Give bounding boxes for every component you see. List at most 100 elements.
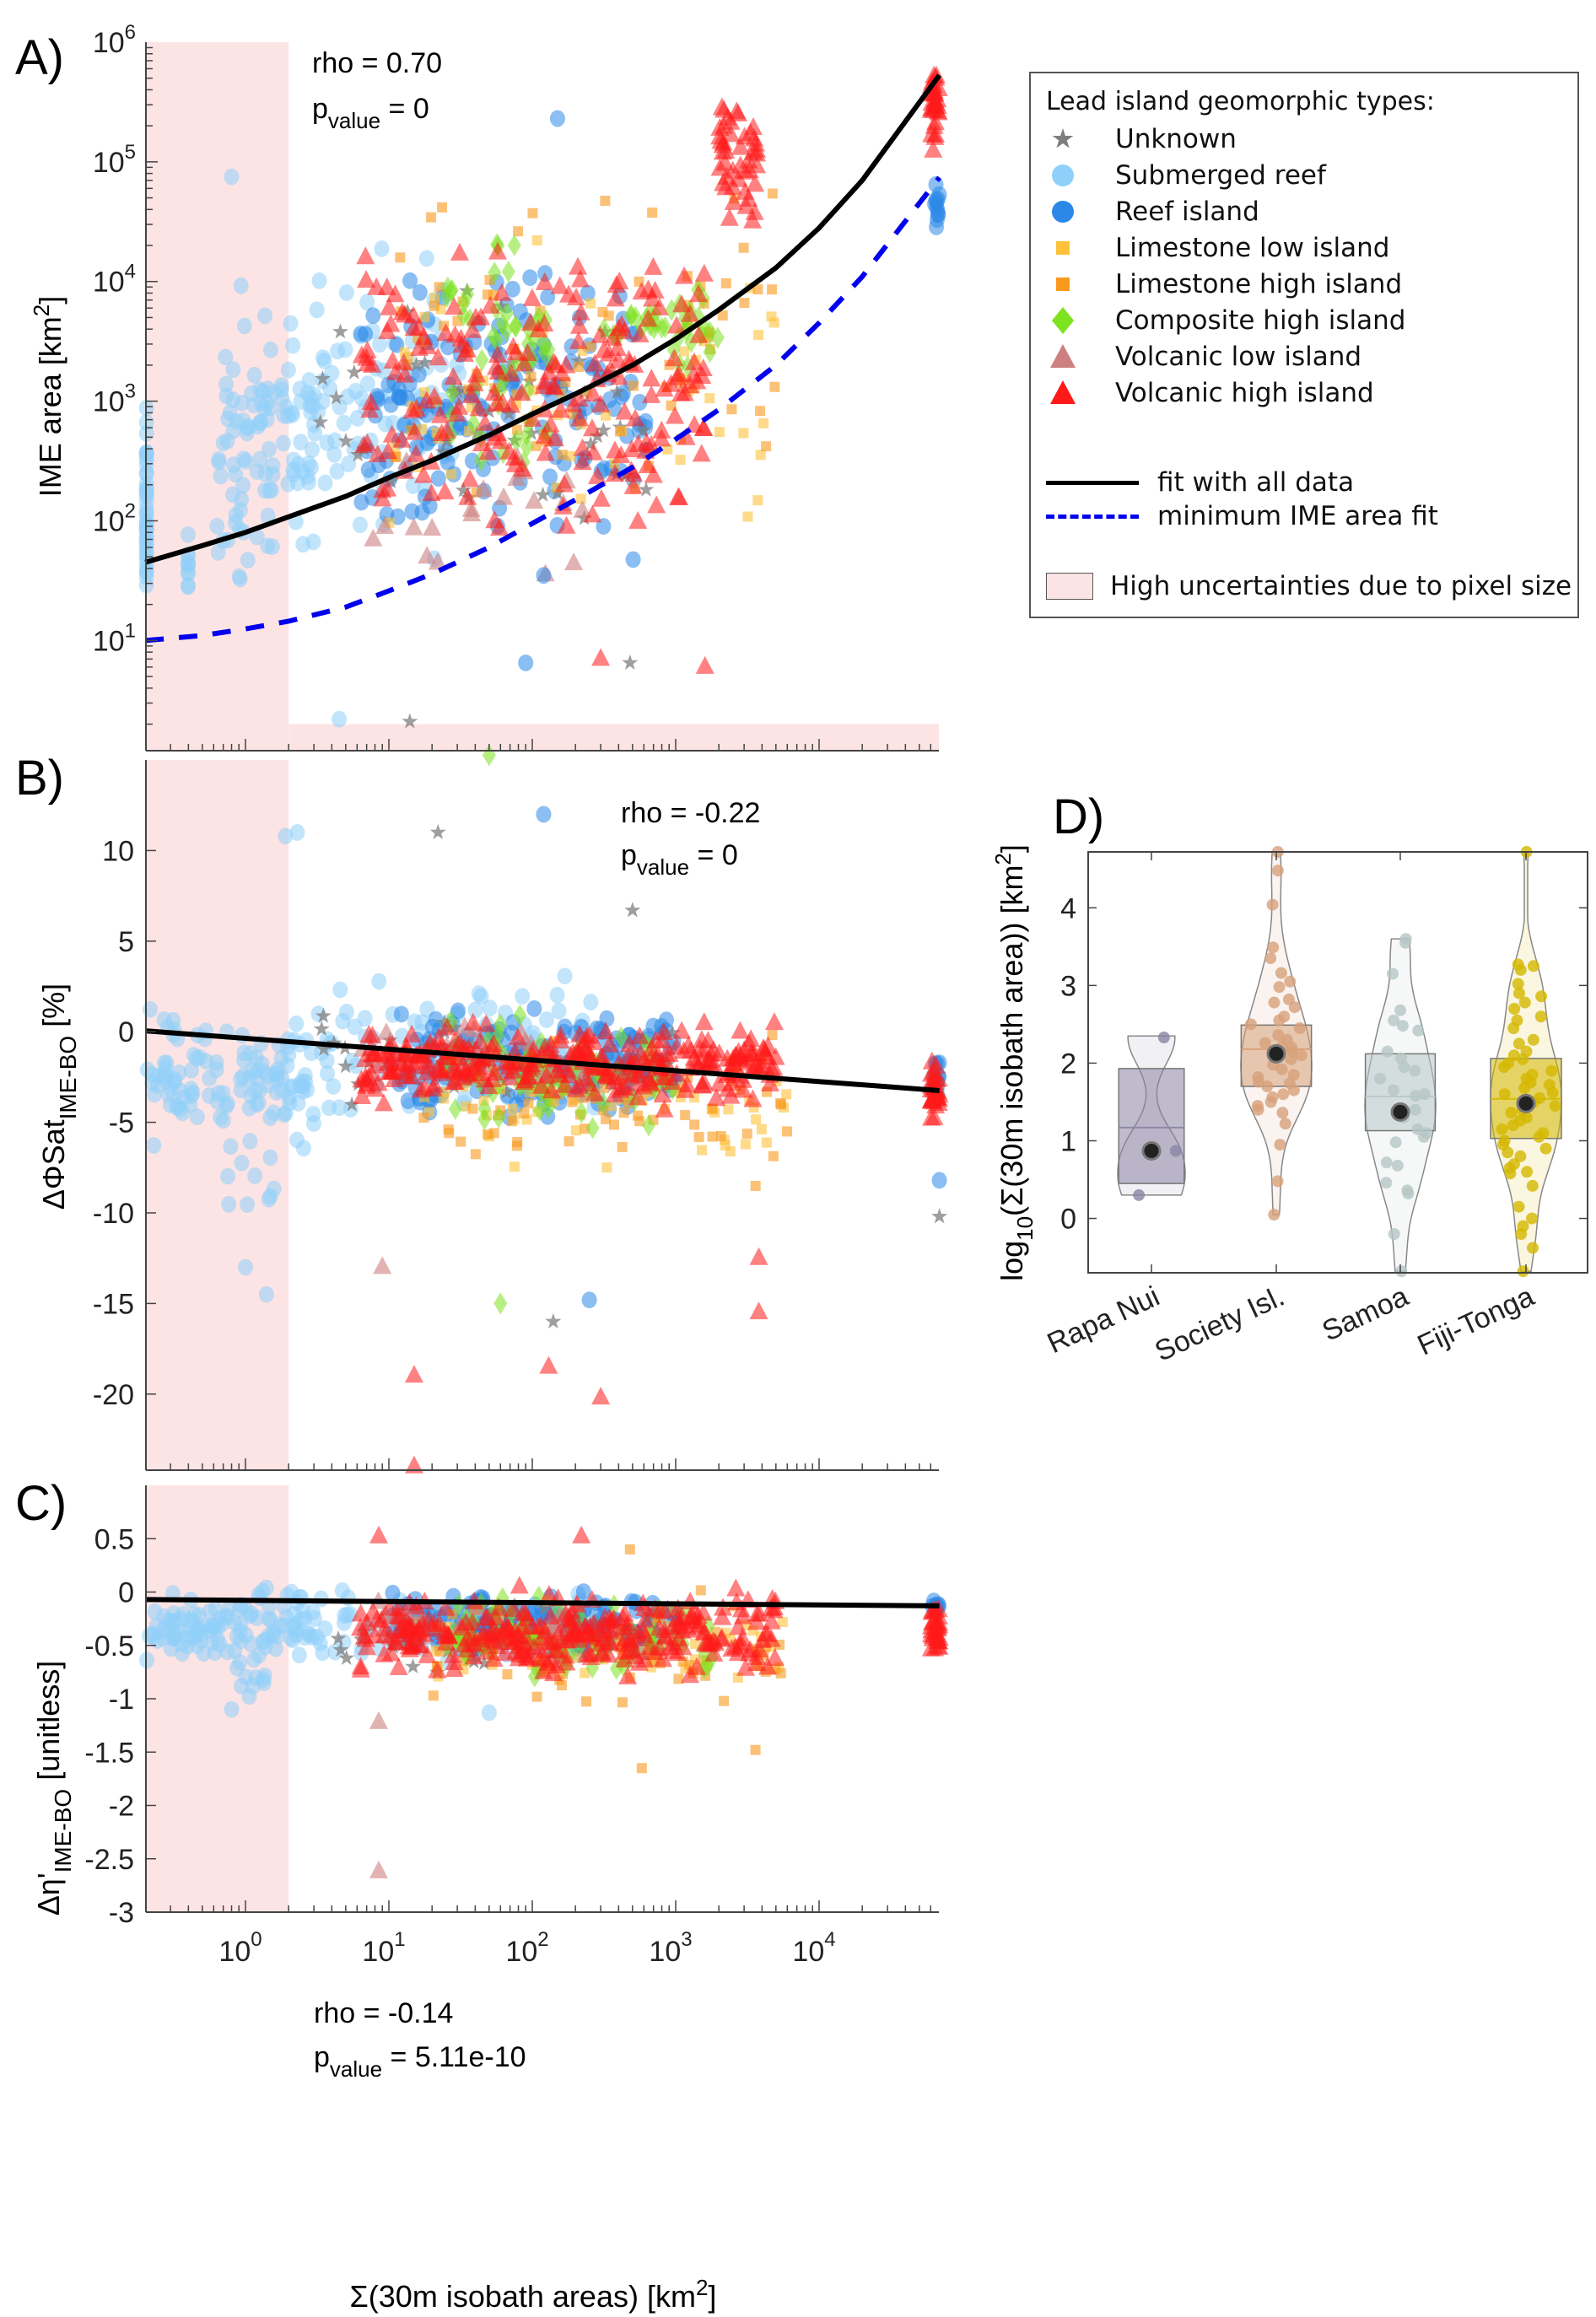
data-point <box>435 482 455 500</box>
data-point <box>399 1615 418 1634</box>
data-point <box>726 404 737 415</box>
data-point <box>1518 996 1531 1009</box>
data-point <box>429 1614 449 1633</box>
data-point <box>464 1635 483 1653</box>
data-point <box>242 1133 258 1150</box>
tick-base: 10 <box>649 1936 681 1968</box>
data-point <box>502 395 521 413</box>
data-point <box>698 1031 718 1049</box>
data-point <box>196 1645 212 1662</box>
data-point <box>446 1019 463 1035</box>
tick-exponent: 4 <box>125 261 136 283</box>
data-point <box>484 382 504 401</box>
data-point <box>1295 1049 1308 1062</box>
tick-exponent: 0 <box>251 1928 262 1951</box>
data-point <box>1267 941 1280 954</box>
data-point <box>1502 1146 1514 1159</box>
data-point <box>551 1026 570 1044</box>
data-point <box>738 242 749 253</box>
tick-base: 10 <box>93 625 125 657</box>
tick-base: 10 <box>93 386 125 418</box>
data-point <box>666 406 685 424</box>
data-point <box>295 536 311 553</box>
data-point <box>235 450 251 468</box>
data-point <box>717 310 728 321</box>
triangle-marker <box>1050 344 1076 368</box>
data-point <box>741 1043 760 1062</box>
data-point <box>488 261 502 284</box>
data-point <box>482 1000 498 1016</box>
data-point <box>232 501 248 519</box>
data-point <box>395 252 406 263</box>
data-point <box>404 318 423 337</box>
legend-label: High uncertainties due to pixel size <box>1110 571 1572 601</box>
legend-label: Reef island <box>1115 197 1259 227</box>
data-point <box>753 1630 773 1648</box>
outlier-point <box>931 1208 948 1224</box>
data-point <box>926 1055 946 1074</box>
data-point <box>283 1630 299 1646</box>
min-fit-line <box>144 175 941 644</box>
data-point <box>1272 1029 1285 1042</box>
data-point <box>684 1048 704 1066</box>
data-point <box>1512 1200 1525 1213</box>
data-point <box>738 428 749 439</box>
data-point <box>574 1102 589 1124</box>
data-point <box>581 1696 592 1707</box>
data-point <box>750 1181 761 1192</box>
data-point <box>767 188 778 199</box>
data-point <box>332 1641 349 1657</box>
marker <box>1052 307 1074 334</box>
data-point <box>316 353 332 369</box>
data-point <box>606 440 625 459</box>
panel-label-a: A) <box>15 30 64 85</box>
data-point <box>461 385 481 403</box>
data-point <box>205 1618 221 1635</box>
y-tick-label: 0 <box>118 1016 134 1048</box>
legend-label: Composite high island <box>1115 305 1406 336</box>
data-point <box>329 462 345 480</box>
data-point <box>921 100 941 118</box>
data-point <box>327 432 343 450</box>
data-point <box>731 1021 750 1039</box>
data-point <box>207 1644 223 1662</box>
dashed-line-icon <box>1046 514 1139 519</box>
data-point <box>378 321 397 340</box>
data-point <box>492 1106 506 1129</box>
violin-fiji-tonga <box>1490 846 1562 1278</box>
data-point <box>1512 978 1524 990</box>
data-point <box>689 284 709 303</box>
rho-annotation: rho = 0.70 <box>312 47 442 79</box>
data-point <box>434 282 445 293</box>
legend-label: Submerged reef <box>1115 160 1326 191</box>
data-point <box>1518 1081 1531 1094</box>
data-point <box>356 246 375 265</box>
outlier-point <box>482 744 496 767</box>
data-point <box>503 1631 522 1650</box>
data-point <box>1517 1053 1529 1065</box>
data-point <box>337 1058 354 1074</box>
data-point <box>617 1141 628 1152</box>
data-point <box>582 418 601 437</box>
data-point <box>1399 936 1411 949</box>
outlier-point <box>369 1860 389 1878</box>
data-point <box>694 1012 714 1031</box>
data-point <box>408 356 425 372</box>
data-point <box>470 1149 481 1160</box>
data-point <box>310 403 326 420</box>
data-point <box>653 1067 672 1086</box>
data-point <box>775 1097 786 1108</box>
data-point <box>358 433 377 451</box>
data-point <box>1409 1064 1421 1077</box>
tick-exponent: 3 <box>125 380 136 403</box>
data-point <box>1271 1175 1284 1188</box>
data-point <box>395 1043 414 1062</box>
outlier-point <box>332 710 348 728</box>
data-point <box>210 543 226 561</box>
data-point <box>501 260 515 283</box>
data-point <box>1389 1136 1402 1149</box>
data-point <box>567 1097 578 1107</box>
marker <box>1052 201 1074 223</box>
data-point <box>741 1129 752 1140</box>
